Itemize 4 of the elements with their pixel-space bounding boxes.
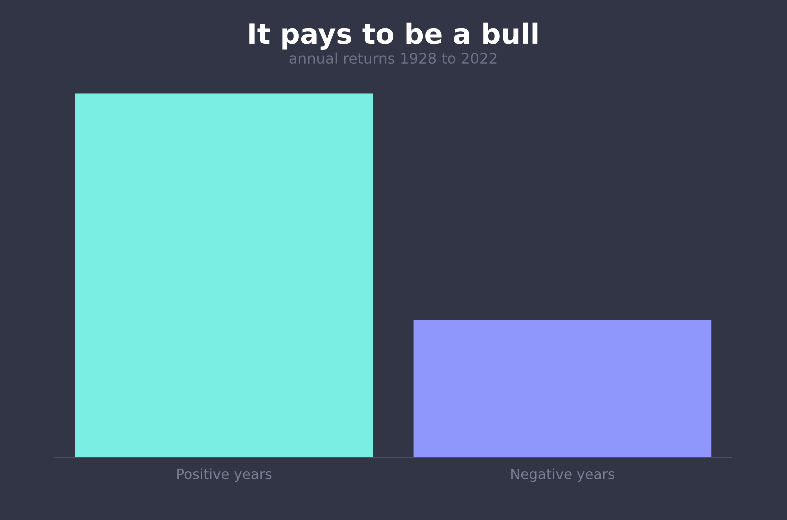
x-tick-label: Positive years — [178, 468, 272, 482]
chart-title: It pays to be a bull — [250, 22, 538, 50]
x-tick-label: Negative years — [512, 468, 615, 482]
chart-subtitle: annual returns 1928 to 2022 — [290, 52, 497, 64]
